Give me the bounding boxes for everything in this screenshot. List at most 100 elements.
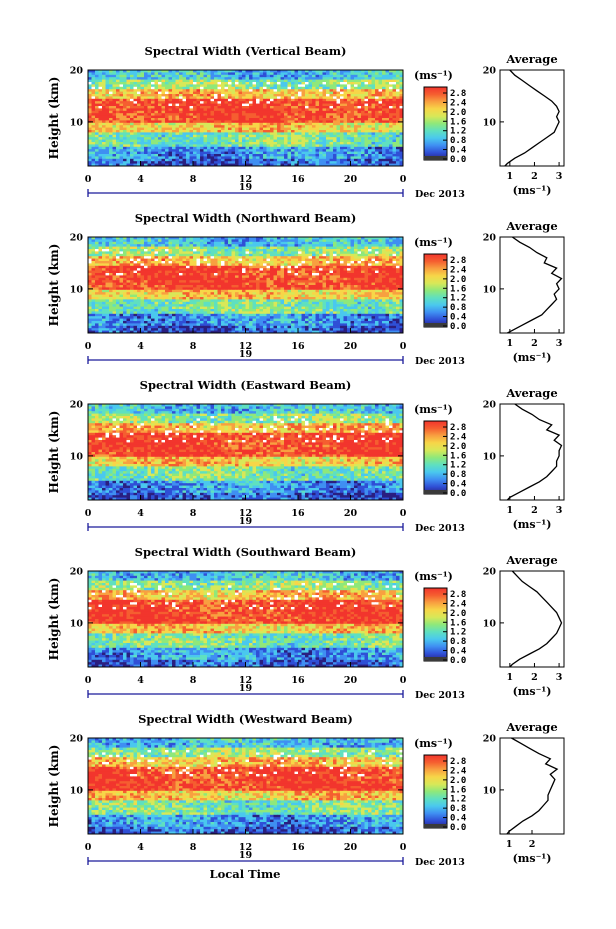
- heatmap-cell: [158, 79, 162, 83]
- heatmap-cell: [140, 137, 145, 140]
- heatmap-cell: [231, 241, 236, 245]
- heatmap-cell: [347, 96, 351, 100]
- heatmap-cell: [130, 113, 134, 116]
- heatmap-cell: [308, 108, 313, 112]
- heatmap-cell: [301, 101, 306, 104]
- heatmap-cell: [294, 134, 299, 138]
- heatmap-cell: [245, 127, 250, 131]
- heatmap-cell: [210, 113, 215, 116]
- heatmap-cell: [249, 98, 253, 102]
- heatmap-cell: [371, 130, 376, 133]
- heatmap-cell: [189, 270, 194, 274]
- heatmap-cell: [280, 113, 285, 116]
- heatmap-cell: [385, 149, 390, 152]
- heatmap-cell: [238, 265, 243, 269]
- heatmap-cell: [88, 96, 92, 100]
- heatmap-cell: [186, 113, 190, 116]
- heatmap-cell: [221, 125, 225, 128]
- heatmap-cell: [217, 237, 222, 240]
- heatmap-cell: [357, 113, 362, 116]
- heatmap-cell: [329, 74, 334, 78]
- heatmap-cell: [266, 265, 271, 269]
- colorbar-tick-label: 2.0: [450, 108, 466, 118]
- heatmap-cell: [193, 82, 197, 85]
- heatmap-cell: [175, 89, 180, 92]
- heatmap-cell: [263, 251, 267, 255]
- heatmap-cell: [228, 118, 232, 121]
- heatmap-cell: [210, 256, 215, 259]
- heatmap-cell: [207, 82, 211, 85]
- heatmap-cell: [249, 122, 253, 126]
- heatmap-cell: [340, 70, 344, 73]
- heatmap-cell: [312, 258, 316, 262]
- heatmap-cell: [228, 94, 232, 97]
- heatmap-cell: [294, 142, 299, 145]
- heatmap-cell: [238, 101, 243, 104]
- heatmap-cell: [277, 77, 281, 80]
- heatmap-cell: [364, 251, 369, 255]
- heatmap-cell: [284, 258, 288, 262]
- heatmap-cell: [392, 261, 397, 264]
- heatmap-cell: [123, 142, 127, 145]
- heatmap-cell: [343, 239, 348, 243]
- heatmap-cell: [130, 115, 134, 119]
- heatmap-cell: [235, 120, 239, 124]
- heatmap-cell: [245, 77, 250, 80]
- heatmap-cell: [385, 139, 390, 143]
- heatmap-cell: [214, 77, 218, 80]
- heatmap-cell: [91, 120, 96, 124]
- heatmap-cell: [336, 91, 341, 95]
- heatmap-cell: [165, 79, 169, 83]
- heatmap-cell: [350, 246, 355, 250]
- heatmap-cell: [172, 137, 176, 140]
- heatmap-cell: [364, 149, 369, 152]
- heatmap-cell: [319, 132, 323, 136]
- heatmap-cell: [312, 151, 316, 155]
- heatmap-cell: [256, 144, 260, 148]
- heatmap-cell: [133, 246, 138, 250]
- heatmap-cell: [112, 249, 117, 252]
- heatmap-cell: [354, 156, 358, 160]
- heatmap-cell: [378, 251, 383, 255]
- heatmap-cell: [270, 253, 274, 257]
- heatmap-cell: [287, 113, 292, 116]
- heatmap-cell: [266, 98, 271, 102]
- heatmap-cell: [140, 113, 145, 116]
- heatmap-cell: [392, 151, 397, 155]
- heatmap-cell: [175, 72, 180, 76]
- heatmap-cell: [189, 79, 194, 83]
- heatmap-cell: [273, 98, 278, 102]
- heatmap-cell: [235, 130, 239, 133]
- heatmap-cell: [231, 249, 236, 252]
- heatmap-cell: [112, 108, 117, 112]
- heatmap-cell: [270, 108, 274, 112]
- heatmap-cell: [165, 156, 169, 160]
- heatmap-cell: [287, 108, 292, 112]
- heatmap-cell: [259, 77, 264, 80]
- heatmap-cell: [179, 241, 183, 245]
- heatmap-cell: [277, 268, 281, 271]
- heatmap-cell: [200, 265, 204, 269]
- heatmap-cell: [294, 94, 299, 97]
- heatmap-cell: [294, 96, 299, 100]
- heatmap-cell: [165, 244, 169, 247]
- heatmap-cell: [277, 256, 281, 259]
- heatmap-cell: [326, 96, 330, 100]
- heatmap-cell: [392, 154, 397, 157]
- heatmap-cell: [319, 98, 323, 102]
- heatmap-cell: [364, 237, 369, 240]
- heatmap-cell: [144, 258, 148, 262]
- heatmap-cell: [168, 256, 173, 259]
- heatmap-cell: [137, 120, 141, 124]
- heatmap-cell: [207, 154, 211, 157]
- heatmap-cell: [368, 263, 372, 267]
- heatmap-cell: [375, 256, 379, 259]
- heatmap-cell: [315, 91, 320, 95]
- heatmap-cell: [175, 98, 180, 102]
- heatmap-cell: [308, 251, 313, 255]
- heatmap-cell: [196, 77, 201, 80]
- heatmap-cell: [270, 149, 274, 152]
- heatmap-cell: [88, 98, 92, 102]
- heatmap-cell: [305, 86, 309, 90]
- heatmap-cell: [385, 137, 390, 140]
